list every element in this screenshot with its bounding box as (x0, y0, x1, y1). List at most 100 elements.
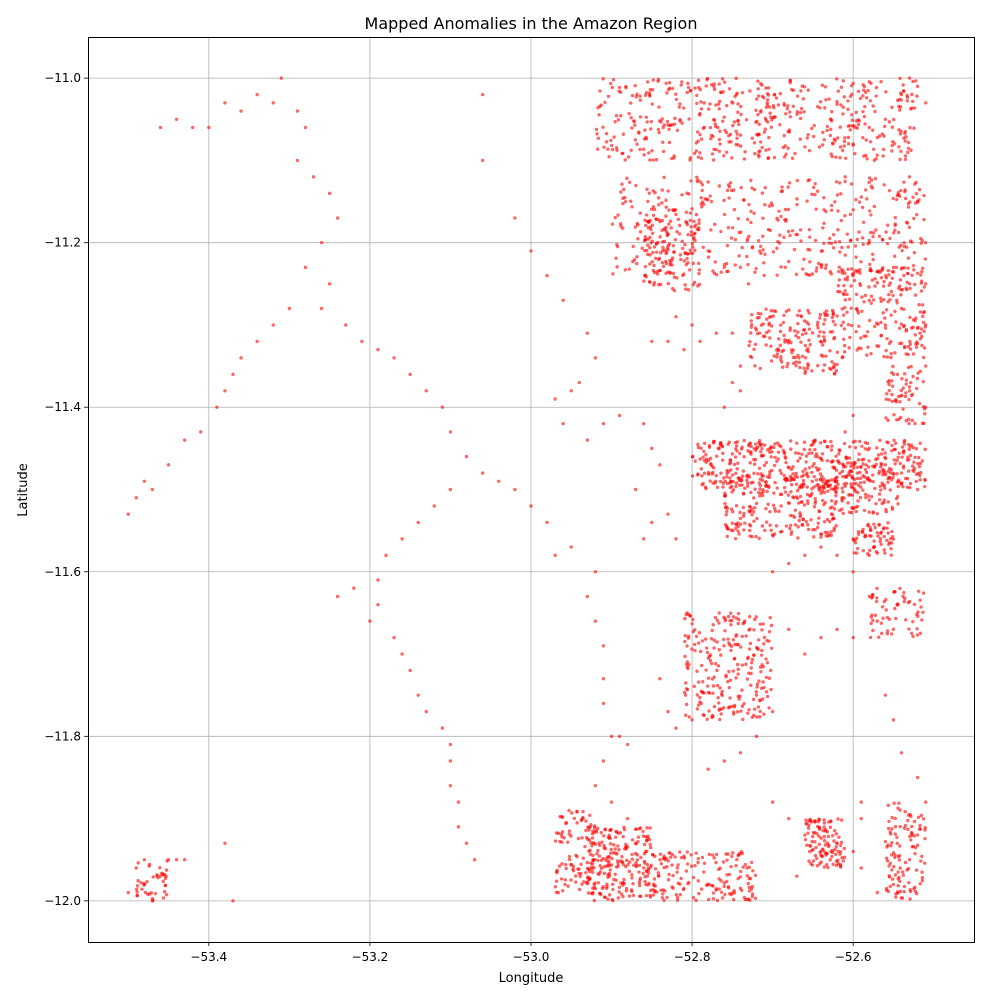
data-point (736, 217, 740, 221)
data-point (698, 457, 702, 461)
data-point (822, 363, 827, 367)
data-point (867, 459, 871, 463)
data-point (645, 248, 649, 253)
data-point (913, 421, 917, 426)
data-point (884, 608, 888, 612)
data-point (717, 701, 721, 705)
data-point (848, 335, 852, 340)
data-point (704, 883, 709, 888)
data-point (693, 86, 697, 90)
data-point (727, 462, 732, 466)
data-point (795, 874, 799, 878)
data-point (698, 339, 702, 344)
data-point (794, 272, 799, 277)
y-tick-label: −11.0 (44, 71, 81, 85)
data-point (706, 690, 711, 695)
data-point (727, 685, 731, 690)
data-point (906, 140, 911, 145)
data-point (718, 717, 722, 722)
data-point (748, 641, 753, 646)
data-point (887, 188, 892, 193)
data-point (768, 509, 772, 514)
data-point (815, 189, 820, 193)
data-point (761, 216, 765, 220)
data-point (793, 329, 797, 333)
data-point (855, 237, 859, 242)
data-point (644, 893, 649, 898)
data-point (697, 221, 701, 226)
data-point (768, 615, 772, 620)
data-point (626, 155, 631, 159)
data-point (656, 240, 660, 245)
data-point (918, 882, 922, 886)
data-point (824, 481, 829, 485)
data-point (913, 293, 918, 297)
data-point (839, 192, 843, 196)
data-point (890, 507, 895, 511)
data-point (676, 881, 681, 885)
data-point (887, 874, 891, 878)
data-point (664, 198, 668, 202)
data-point (602, 145, 606, 149)
data-point (392, 635, 396, 640)
data-point (529, 504, 533, 508)
data-point (913, 319, 917, 323)
data-point (886, 268, 891, 273)
data-point (747, 234, 751, 239)
data-point (697, 226, 701, 230)
data-point (815, 483, 819, 488)
data-point (905, 99, 910, 103)
data-point (795, 94, 800, 98)
data-point (686, 233, 690, 237)
data-point (734, 484, 738, 489)
data-point (806, 88, 810, 92)
data-point (838, 145, 843, 149)
data-point (295, 109, 300, 113)
data-point (808, 248, 812, 252)
y-axis-label: Latitude (16, 463, 31, 517)
data-point (834, 493, 838, 498)
data-point (621, 201, 625, 206)
data-point (825, 517, 830, 522)
data-point (866, 522, 871, 526)
data-point (909, 380, 913, 385)
data-point (810, 839, 814, 844)
data-point (740, 483, 744, 487)
data-point (842, 313, 846, 317)
data-point (907, 880, 911, 885)
data-point (823, 530, 827, 535)
data-point (643, 875, 647, 879)
data-point (749, 325, 754, 330)
data-point (621, 894, 625, 899)
data-point (895, 841, 899, 845)
data-point (660, 260, 665, 265)
data-point (871, 257, 875, 262)
data-point (897, 858, 902, 862)
data-point (909, 838, 913, 842)
data-point (624, 864, 628, 869)
data-point (700, 205, 704, 209)
data-point (765, 448, 770, 452)
data-point (802, 503, 807, 507)
data-point (752, 496, 756, 500)
data-point (862, 114, 867, 119)
data-point (593, 570, 598, 574)
data-point (642, 421, 646, 426)
data-point (644, 213, 649, 217)
data-point (608, 868, 613, 872)
data-point (917, 401, 922, 406)
data-point (841, 355, 845, 359)
data-point (695, 693, 700, 697)
data-point (881, 284, 886, 288)
data-point (689, 88, 693, 93)
data-point (865, 353, 869, 357)
data-point (921, 266, 925, 271)
data-point (723, 522, 728, 527)
data-point (874, 550, 879, 554)
data-point (636, 223, 640, 227)
data-point (912, 216, 916, 221)
data-point (890, 840, 894, 845)
data-point (709, 228, 713, 232)
data-point (659, 251, 663, 255)
data-point (760, 446, 764, 451)
